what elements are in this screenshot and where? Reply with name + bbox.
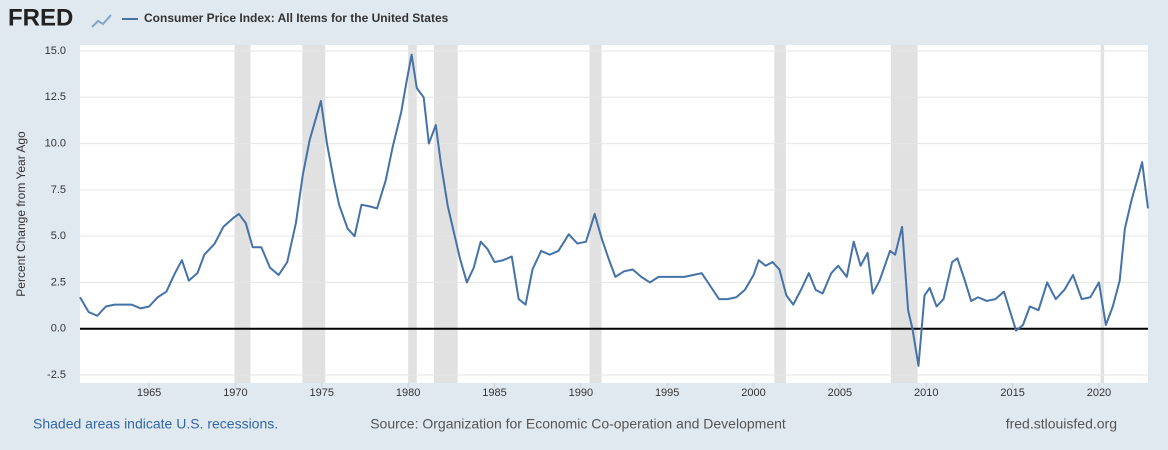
x-tick-label: 1970: [223, 387, 247, 399]
recession-band: [1100, 45, 1105, 383]
y-tick-label: 2.5: [51, 276, 66, 288]
y-tick-label: -2.5: [47, 369, 66, 381]
x-tick-label: 1980: [396, 387, 420, 399]
y-axis-label: Percent Change from Year Ago: [14, 131, 28, 297]
x-tick-label: 1985: [482, 387, 506, 399]
y-tick-label: 12.5: [45, 91, 66, 103]
plot-area: [80, 45, 1148, 383]
logo[interactable]: FRED: [8, 4, 73, 31]
y-tick-label: 10.0: [45, 137, 66, 149]
recession-band: [234, 45, 251, 383]
x-tick-label: 2015: [1000, 387, 1024, 399]
x-tick-label: 1965: [137, 387, 161, 399]
logo-icon: [91, 14, 112, 28]
x-tick-label: 2010: [914, 387, 938, 399]
recession-note[interactable]: Shaded areas indicate U.S. recessions.: [33, 416, 278, 432]
y-tick-label: 0.0: [51, 323, 66, 335]
x-tick-label: 2005: [828, 387, 852, 399]
data-line: [79, 53, 1149, 367]
legend-label: Consumer Price Index: All Items for the …: [144, 11, 449, 25]
x-tick-label: 2020: [1087, 387, 1111, 399]
recession-band: [890, 45, 918, 383]
x-tick-label: 1975: [310, 387, 334, 399]
recession-band: [408, 45, 417, 383]
recession-band: [302, 45, 326, 383]
site[interactable]: fred.stlouisfed.org: [1006, 416, 1117, 432]
y-tick-label: 7.5: [51, 184, 66, 196]
y-tick-label: 15.0: [45, 45, 66, 57]
x-tick-label: 2000: [741, 387, 765, 399]
source: Source: Organization for Economic Co-ope…: [370, 416, 786, 432]
y-tick-label: 5.0: [51, 230, 66, 242]
recession-band: [434, 45, 458, 383]
recession-band: [774, 45, 786, 383]
x-tick-label: 1995: [655, 387, 679, 399]
x-tick-label: 1990: [569, 387, 593, 399]
